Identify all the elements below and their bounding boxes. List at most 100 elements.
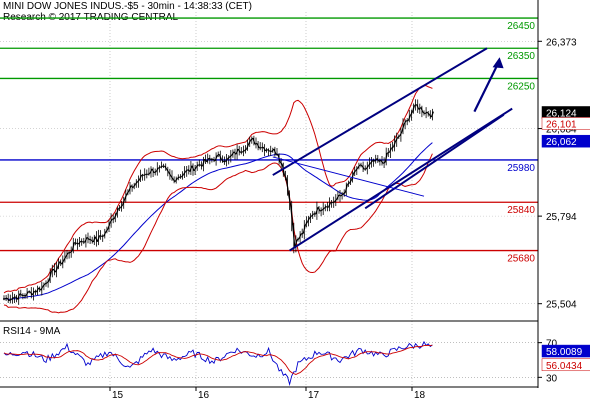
candle-body — [17, 293, 21, 300]
candle-body — [388, 148, 392, 153]
candle-body — [340, 193, 344, 197]
candle-body — [279, 161, 283, 165]
candle-body — [6, 297, 10, 302]
candle-body — [11, 297, 14, 300]
candle-body — [265, 149, 268, 152]
candle-body — [46, 280, 50, 284]
candle-body — [336, 194, 340, 200]
candle-body — [29, 291, 33, 296]
candle-body — [416, 104, 420, 110]
candle-body — [380, 160, 384, 164]
candle-body — [218, 154, 222, 160]
candle-body — [126, 190, 130, 195]
candle-body — [344, 184, 348, 193]
candle-body — [122, 198, 126, 205]
candle-body — [395, 137, 399, 142]
rsi-value-label: 58.0089 — [546, 347, 583, 358]
candle-body — [311, 213, 315, 217]
candle-body — [298, 233, 302, 240]
candle-body — [403, 120, 407, 125]
candle-body — [422, 111, 426, 115]
candle-body — [288, 194, 292, 206]
candle-body — [338, 194, 342, 197]
candle-body — [355, 167, 359, 171]
down-trend-line — [272, 156, 425, 197]
candle-body — [63, 256, 67, 261]
candle-body — [113, 213, 117, 219]
candle-body — [94, 236, 98, 242]
candle-body — [164, 165, 168, 170]
candle-body — [193, 167, 197, 172]
channel-mid-line — [364, 113, 505, 210]
candle-body — [160, 165, 163, 168]
candle-body — [306, 217, 311, 223]
candle-body — [105, 228, 109, 233]
candle-body — [65, 252, 69, 257]
candle-body — [151, 168, 155, 174]
candle-body — [201, 159, 206, 167]
candle-body — [304, 221, 308, 226]
candle-body — [195, 164, 199, 168]
candle-body — [326, 206, 329, 208]
candle-body — [319, 209, 323, 212]
candle-body — [8, 298, 12, 302]
projection-arrow-shaft — [473, 59, 501, 113]
candle-body — [242, 150, 245, 153]
candle-body — [225, 158, 229, 162]
candle-body — [118, 207, 121, 210]
candle-body — [317, 206, 321, 212]
indicators — [3, 85, 433, 314]
candle-body — [367, 162, 371, 167]
candle-body — [411, 105, 416, 113]
candle-body — [134, 181, 138, 185]
candle-body — [174, 178, 178, 182]
level-label: 25840 — [507, 205, 535, 216]
candle-body — [267, 149, 270, 152]
candle-body — [342, 192, 346, 195]
bollinger-lower — [3, 153, 433, 314]
candle-body — [19, 293, 23, 296]
candle-body — [292, 225, 296, 248]
moving-average-line — [3, 142, 433, 300]
candle-body — [334, 198, 338, 202]
projection-arrow-head — [492, 57, 504, 69]
candle-body — [78, 240, 82, 245]
candle-body — [84, 237, 88, 243]
candle-body — [348, 179, 353, 184]
candle-body — [290, 205, 294, 226]
candle-body — [353, 170, 357, 174]
candle-body — [409, 111, 413, 116]
candle-body — [36, 287, 40, 293]
candle-body — [109, 219, 113, 223]
candle-body — [170, 175, 174, 180]
rsi-y-tick-label: 30 — [546, 373, 558, 384]
candle-body — [120, 204, 124, 209]
candle-body — [42, 283, 46, 287]
candle-body — [158, 166, 161, 169]
bollinger-upper — [3, 85, 433, 294]
candle-body — [71, 242, 75, 251]
candle-body — [34, 290, 37, 293]
candle-body — [393, 140, 397, 147]
candle-body — [378, 159, 382, 162]
candle-body — [52, 268, 56, 273]
rsi-y-tick-label: 70 — [546, 339, 558, 350]
candle-body — [50, 268, 54, 273]
candle-body — [347, 182, 350, 185]
candle-body — [254, 142, 258, 145]
candle-body — [208, 157, 212, 160]
candle-body — [237, 148, 241, 153]
y-tick-label: 25,794 — [546, 212, 577, 223]
level-label: 25680 — [507, 254, 535, 265]
price-badge-label: 26,101 — [546, 119, 577, 130]
candle-body — [138, 174, 143, 181]
candle-body — [332, 201, 335, 204]
candle-body — [376, 158, 380, 162]
candle-body — [176, 176, 180, 179]
candle-body — [256, 143, 260, 149]
candle-body — [283, 174, 287, 179]
candle-body — [414, 103, 417, 106]
candle-body — [372, 160, 375, 162]
